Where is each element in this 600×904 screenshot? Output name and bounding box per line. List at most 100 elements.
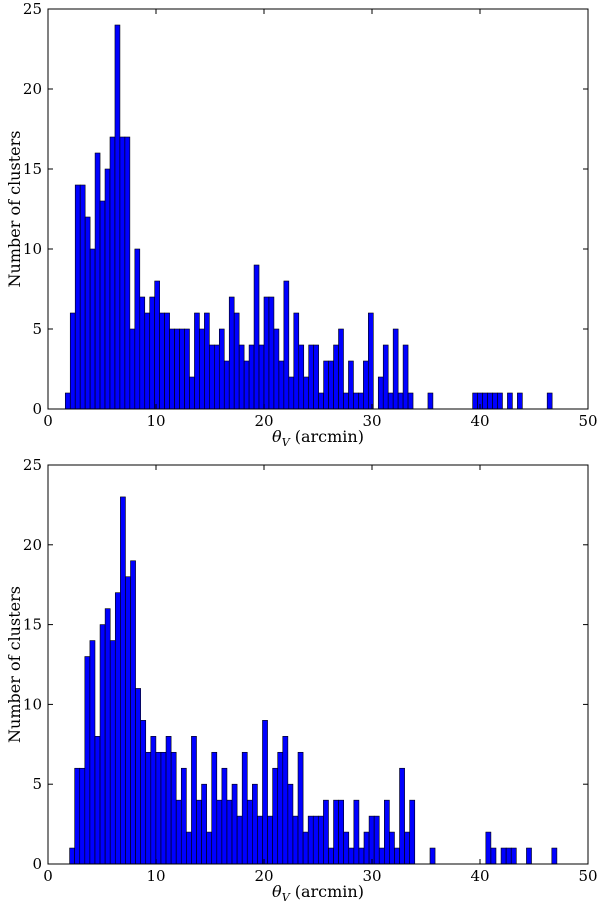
histogram-bar — [472, 392, 478, 410]
histogram-bar — [283, 280, 290, 410]
histogram-bar — [389, 831, 395, 865]
histogram-bar — [180, 767, 187, 865]
histogram-bar — [79, 184, 86, 410]
histogram-bar — [218, 328, 225, 410]
x-tick-label: 0 — [43, 867, 53, 885]
y-axis-label: Number of clusters — [5, 586, 24, 743]
histogram-bar — [109, 640, 116, 865]
bottom-histogram-panel: 0 10 20 30 40 50 0 5 10 15 20 25 θV (arcmin) Number o… — [5, 456, 598, 904]
histogram-bar — [165, 736, 172, 865]
histogram-bar — [134, 248, 141, 410]
histogram-bar — [427, 392, 434, 410]
x-tick-label: 30 — [362, 412, 381, 430]
histogram-bar — [358, 392, 364, 410]
y-tick-label: 0 — [32, 400, 42, 418]
histogram-bar — [382, 344, 389, 410]
histogram-bar — [378, 847, 385, 865]
histogram-bar — [546, 392, 553, 410]
histogram-bar — [267, 815, 273, 865]
histogram-bar — [507, 392, 513, 410]
histogram-bar — [392, 328, 399, 410]
x-tick-label: 0 — [43, 412, 53, 430]
histogram-bar — [318, 392, 324, 410]
histogram-bar — [209, 344, 215, 410]
histogram-bar — [348, 360, 354, 410]
histogram-bar — [368, 815, 375, 865]
histogram-bar — [120, 496, 126, 865]
histogram-bar — [278, 360, 285, 410]
histogram-bar — [343, 392, 349, 410]
histogram-bar — [246, 799, 253, 865]
y-tick-label: 15 — [23, 160, 42, 178]
histogram-bar — [179, 328, 185, 410]
y-tick-label: 10 — [23, 695, 42, 713]
histogram-bar — [407, 392, 414, 410]
y-axis-label: Number of clusters — [5, 131, 24, 288]
histogram-bar — [526, 847, 532, 865]
histogram-bar — [196, 799, 202, 865]
histogram-bar — [404, 831, 410, 865]
histogram-bar — [323, 799, 329, 865]
histogram-bar — [387, 392, 394, 410]
histogram-bar — [99, 624, 106, 865]
y-tick-label: 5 — [32, 320, 42, 338]
histogram-bar — [139, 296, 146, 410]
top-histogram-panel: 0 10 20 30 40 50 0 5 10 15 20 25 θV (arcmin) Number o… — [5, 0, 598, 449]
histogram-bar — [223, 360, 230, 410]
histogram-bar — [287, 783, 294, 865]
histogram-bar — [517, 392, 523, 410]
x-tick-label: 50 — [578, 867, 597, 885]
histogram-bar — [318, 815, 324, 865]
histogram-bar — [114, 592, 121, 865]
histogram-bar — [206, 831, 213, 865]
histogram-bar — [505, 847, 512, 865]
histogram-bar — [497, 392, 503, 410]
x-axis-label: θV (arcmin) — [272, 427, 364, 449]
x-axis-label: θV (arcmin) — [272, 882, 364, 904]
histogram-bar — [293, 312, 300, 410]
histogram-bar — [358, 847, 365, 865]
y-tick-label: 5 — [32, 775, 42, 793]
histogram-bar — [144, 312, 151, 410]
histogram-bar — [551, 847, 558, 865]
histogram-bar — [399, 767, 405, 865]
histogram-bar — [323, 360, 329, 410]
histogram-bar — [74, 767, 81, 865]
histogram-bar — [313, 344, 319, 410]
histogram-bar — [397, 392, 404, 410]
histogram-bar — [150, 736, 157, 865]
histogram-bar — [175, 799, 182, 865]
histogram-bar — [298, 344, 305, 410]
histogram-bar — [307, 815, 314, 865]
histogram-bar — [99, 200, 106, 410]
histogram-bar — [119, 136, 126, 410]
histogram-bar — [302, 831, 309, 865]
histogram-bar — [64, 392, 71, 410]
histogram-bar — [252, 783, 258, 865]
histogram-bar — [226, 799, 233, 865]
x-axis-unit: (arcmin) — [290, 427, 364, 446]
histogram-bar — [221, 767, 228, 865]
histogram-bar — [258, 344, 265, 410]
histogram-bar — [333, 799, 339, 865]
histogram-bar — [191, 736, 197, 865]
plot-frame — [47, 464, 589, 865]
histogram-bar — [94, 736, 101, 865]
histogram-bar — [338, 799, 345, 865]
y-tick-label: 0 — [32, 855, 42, 873]
histogram-bar — [89, 640, 96, 865]
y-tick-label: 15 — [23, 616, 42, 634]
histogram-bar — [363, 360, 369, 410]
histogram-bar — [373, 815, 380, 865]
histogram-bar — [308, 344, 314, 410]
histogram-bar — [363, 831, 370, 865]
histogram-bar — [353, 799, 360, 865]
histogram-bar — [312, 815, 319, 865]
histogram-bar — [130, 560, 136, 865]
y-tick-label: 25 — [23, 456, 42, 474]
histogram-bar — [288, 376, 295, 410]
histogram-bar — [368, 312, 374, 410]
histogram-bar — [174, 328, 180, 410]
histogram-bar — [394, 847, 400, 865]
histogram-bar — [263, 296, 270, 410]
